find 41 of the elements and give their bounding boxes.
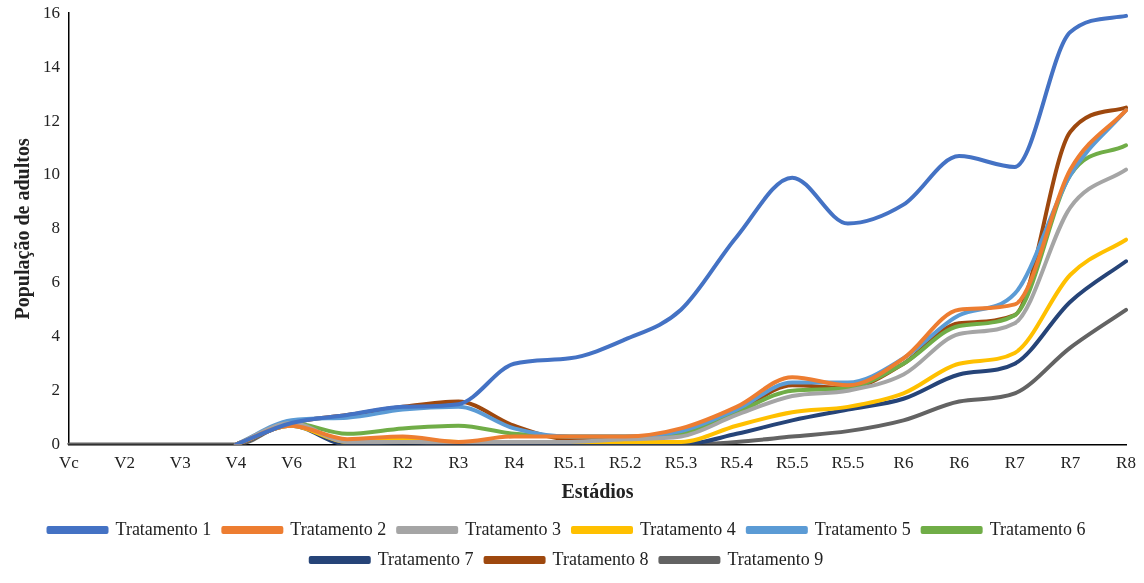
y-tick-label: 14 [43,56,61,76]
legend-label: Tratamento 1 [115,518,212,539]
x-tick-label: R3 [448,453,469,473]
x-tick-label: V4 [225,453,247,473]
y-tick-label: 6 [51,272,60,292]
x-tick-label: R4 [504,453,525,473]
x-tick-label: R7 [1060,453,1081,473]
legend-label: Tratamento 6 [989,518,1086,539]
x-tick-label: R5.3 [664,453,698,473]
x-tick-label: Vc [59,453,80,473]
legend-label: Tratamento 8 [552,548,649,569]
x-tick-label: R6 [949,453,970,473]
x-tick-label: R8 [1116,453,1136,473]
x-tick-label: R2 [392,453,413,473]
x-tick-label: R1 [337,453,358,473]
x-tick-label: R5.5 [775,453,809,473]
legend-label: Tratamento 4 [640,518,736,539]
x-tick-label: R5.5 [831,453,865,473]
x-tick-label: R5.1 [553,453,586,473]
x-tick-label: V3 [169,453,191,473]
x-tick-label: R5.4 [720,453,754,473]
y-axis-title: População de adultos [11,138,35,320]
legend-label: Tratamento 7 [377,548,474,569]
y-tick-label: 4 [51,326,61,346]
line-series [233,13,1128,445]
x-tick-label: R6 [893,453,914,473]
y-tick-label: 10 [43,164,60,184]
x-tick-label: V2 [114,453,136,473]
x-tick-label: R5.2 [609,453,642,473]
legend-label: Tratamento 2 [290,518,387,539]
legend-label: Tratamento 9 [727,548,824,569]
y-tick-label: 0 [51,434,60,454]
legend-label: Tratamento 5 [814,518,911,539]
x-tick-label: V6 [281,453,302,473]
x-tick-label: R7 [1004,453,1026,473]
x-axis-title: Estádios [561,480,634,503]
y-tick-label: 2 [51,380,60,400]
legend-label: Tratamento 3 [465,518,561,539]
y-tick-label: 8 [51,218,60,238]
y-tick-label: 12 [43,110,60,130]
y-tick-label: 16 [43,2,60,22]
